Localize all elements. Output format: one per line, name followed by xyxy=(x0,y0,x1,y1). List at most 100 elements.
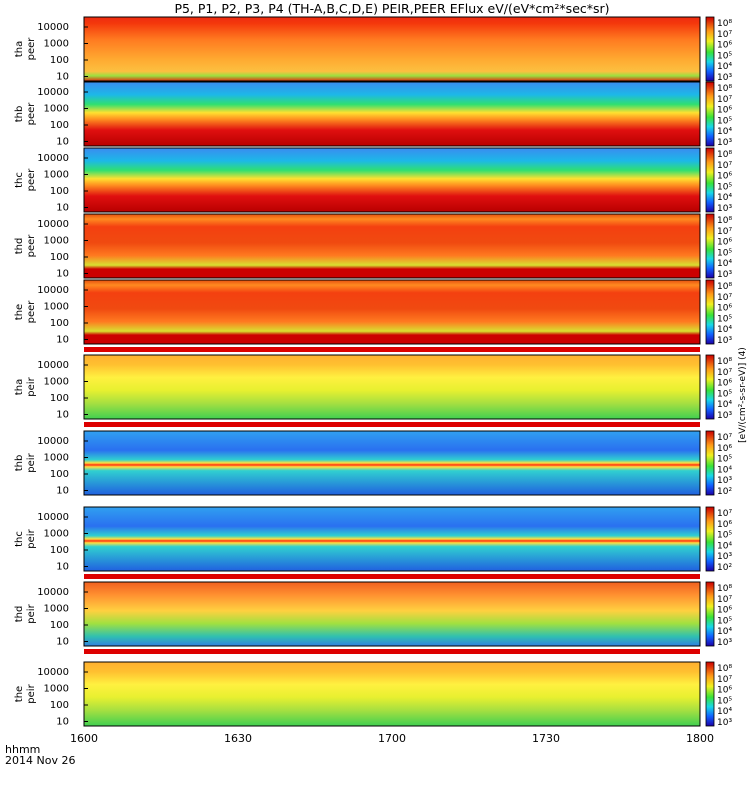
spectrogram-thb_peer xyxy=(84,82,700,146)
panel-frame-tha_peir xyxy=(83,354,701,420)
y-tick-label: 1000 xyxy=(44,104,69,115)
colorbar-tick-label: 10⁸ xyxy=(717,664,732,674)
spectrogram-tha_peir xyxy=(84,355,700,419)
colorbar-tick-label: 10² xyxy=(717,563,732,573)
spectrogram-thc_peir xyxy=(84,507,700,571)
colorbar-tick-label: 10⁸ xyxy=(717,584,732,594)
y-tick-label: 10 xyxy=(56,203,69,214)
spectrogram-thb_peir xyxy=(84,431,700,495)
panel-label-the_peer: thepeer xyxy=(14,300,37,324)
spectrogram-the_peer xyxy=(84,280,700,344)
x-tick-label: 1730 xyxy=(532,732,560,745)
colorbar-tick-label: 10³ xyxy=(717,718,732,728)
figure-title: P5, P1, P2, P3, P4 (TH-A,B,C,D,E) PEIR,P… xyxy=(174,1,609,16)
colorbar-tick-label: 10³ xyxy=(717,138,732,148)
colorbar-tha_peir xyxy=(705,354,715,420)
panel-frame-thb_peir xyxy=(83,430,701,496)
panel-label-thc_peer: thcpeer xyxy=(14,168,37,192)
colorbar-thd_peer xyxy=(705,213,715,279)
colorbar-tick-label: 10⁷ xyxy=(717,227,732,237)
colorbar-tick-label: 10⁷ xyxy=(717,161,732,171)
y-tick-label: 100 xyxy=(50,545,69,556)
y-tick-label: 10 xyxy=(56,72,69,83)
panels-group: 10000100010010thapeer10⁸10⁷10⁶10⁵10⁴10³1… xyxy=(14,16,732,728)
y-tick-label: 10 xyxy=(56,410,69,421)
colorbar-thc_peer xyxy=(705,147,715,213)
colorbar-tick-label: 10⁷ xyxy=(717,30,732,40)
colorbar-tick-label: 10³ xyxy=(717,73,732,83)
y-tick-label: 10000 xyxy=(37,667,69,678)
y-tick-label: 100 xyxy=(50,120,69,131)
x-tick-label: 1600 xyxy=(70,732,98,745)
y-tick-label: 1000 xyxy=(44,453,69,464)
panel-frame-thc_peir xyxy=(83,506,701,572)
colorbar-tick-label: 10⁵ xyxy=(717,182,732,192)
colorbar-tick-label: 10³ xyxy=(717,411,732,421)
colorbar-thb_peir xyxy=(705,430,715,496)
colorbar-tick-label: 10⁴ xyxy=(717,127,732,137)
colorbar-tick-label: 10⁶ xyxy=(717,686,732,696)
y-tick-label: 10 xyxy=(56,335,69,346)
colorbar-tick-label: 10⁷ xyxy=(717,95,732,105)
y-tick-label: 10000 xyxy=(37,512,69,523)
colorbar-tick-label: 10⁸ xyxy=(717,216,732,226)
colorbar-tick-label: 10² xyxy=(717,487,732,497)
y-tick-label: 100 xyxy=(50,620,69,631)
y-tick-label: 1000 xyxy=(44,604,69,615)
x-tick-label: 1800 xyxy=(686,732,714,745)
y-tick-label: 1000 xyxy=(44,377,69,388)
panel-label-thd_peer: thdpeer xyxy=(14,234,37,258)
y-tick-label: 100 xyxy=(50,700,69,711)
separator-bar xyxy=(84,574,700,579)
colorbar-tick-label: 10⁴ xyxy=(717,259,732,269)
y-tick-label: 10000 xyxy=(37,219,69,230)
colorbar-tick-label: 10⁶ xyxy=(717,41,732,51)
colorbar-tick-label: 10⁷ xyxy=(717,293,732,303)
colorbar-tick-label: 10⁸ xyxy=(717,84,732,94)
colorbar-tick-label: 10⁵ xyxy=(717,531,732,541)
y-tick-label: 1000 xyxy=(44,39,69,50)
colorbar-units-label: [eV/(cm²-s-sr-eV)] (4) xyxy=(738,347,748,443)
panel-frame-the_peir xyxy=(83,661,701,727)
panel-label-the_peir: thepeir xyxy=(14,683,37,703)
colorbar-tick-label: 10⁴ xyxy=(717,62,732,72)
colorbar-tick-label: 10⁵ xyxy=(717,696,732,706)
colorbar-tick-label: 10⁴ xyxy=(717,541,732,551)
y-tick-label: 1000 xyxy=(44,529,69,540)
colorbar-tick-label: 10⁸ xyxy=(717,19,732,29)
y-tick-label: 100 xyxy=(50,469,69,480)
colorbar-tick-label: 10³ xyxy=(717,270,732,280)
colorbar-tick-label: 10⁵ xyxy=(717,116,732,126)
spectrogram-tha_peer xyxy=(84,17,700,81)
colorbar-tick-label: 10⁵ xyxy=(717,616,732,626)
colorbar-tick-label: 10³ xyxy=(717,638,732,648)
panel-frame-tha_peer xyxy=(83,16,701,82)
x-tick-label: 1630 xyxy=(224,732,252,745)
colorbar-thc_peir xyxy=(705,506,715,572)
colorbar-tick-label: 10³ xyxy=(717,476,732,486)
separator-bar xyxy=(84,347,700,352)
colorbar-tick-label: 10⁶ xyxy=(717,172,732,182)
y-tick-label: 1000 xyxy=(44,170,69,181)
panel-label-tha_peir: thapeir xyxy=(14,376,37,396)
colorbar-tick-label: 10⁴ xyxy=(717,465,732,475)
y-tick-label: 10 xyxy=(56,137,69,148)
panel-label-thd_peir: thdpeir xyxy=(14,603,37,623)
colorbar-tick-label: 10⁶ xyxy=(717,379,732,389)
x-tick-label: 1700 xyxy=(378,732,406,745)
y-tick-label: 10 xyxy=(56,562,69,573)
x-axis: hhmm 2014 Nov 26 1600 1630 1700 1730 1800 xyxy=(5,732,714,767)
colorbar-tick-label: 10⁶ xyxy=(717,520,732,530)
y-tick-label: 100 xyxy=(50,186,69,197)
panel-label-tha_peer: thapeer xyxy=(14,37,37,61)
y-tick-label: 1000 xyxy=(44,302,69,313)
spectrogram-the_peir xyxy=(84,662,700,726)
colorbar-tick-label: 10⁴ xyxy=(717,325,732,335)
panel-label-thb_peir: thbpeir xyxy=(14,452,37,472)
